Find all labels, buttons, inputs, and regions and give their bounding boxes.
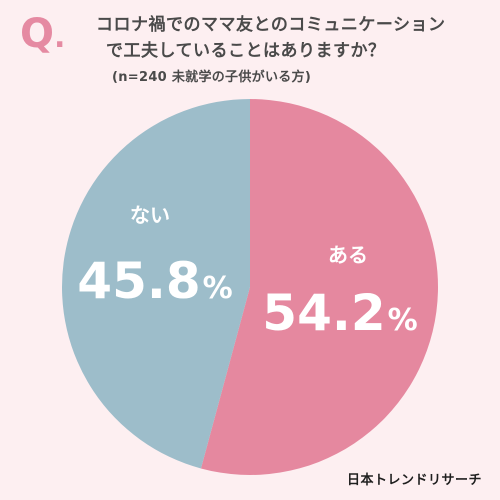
- q-letter: Q: [20, 11, 55, 57]
- question-line-1: コロナ禍でのママ友とのコミュニケーション: [96, 15, 446, 35]
- question-mark-label: Q.: [20, 14, 65, 54]
- slice-label-aru: ある: [328, 243, 368, 267]
- pie-slice-nai: [61, 99, 251, 469]
- q-dot: .: [54, 20, 66, 55]
- sample-note: (n=240 未就学の子供がいる方): [112, 70, 312, 85]
- question-text: コロナ禍でのママ友とのコミュニケーション で工夫していることはありますか？: [96, 12, 486, 64]
- question-line-2: で工夫していることはありますか？: [106, 41, 386, 61]
- brand-logo: 日本トレンドリサーチ: [346, 473, 482, 488]
- pie-slice-aru: [200, 99, 438, 476]
- slice-label-nai: ない: [130, 203, 170, 227]
- slice-value-nai: 45.8%: [77, 252, 232, 310]
